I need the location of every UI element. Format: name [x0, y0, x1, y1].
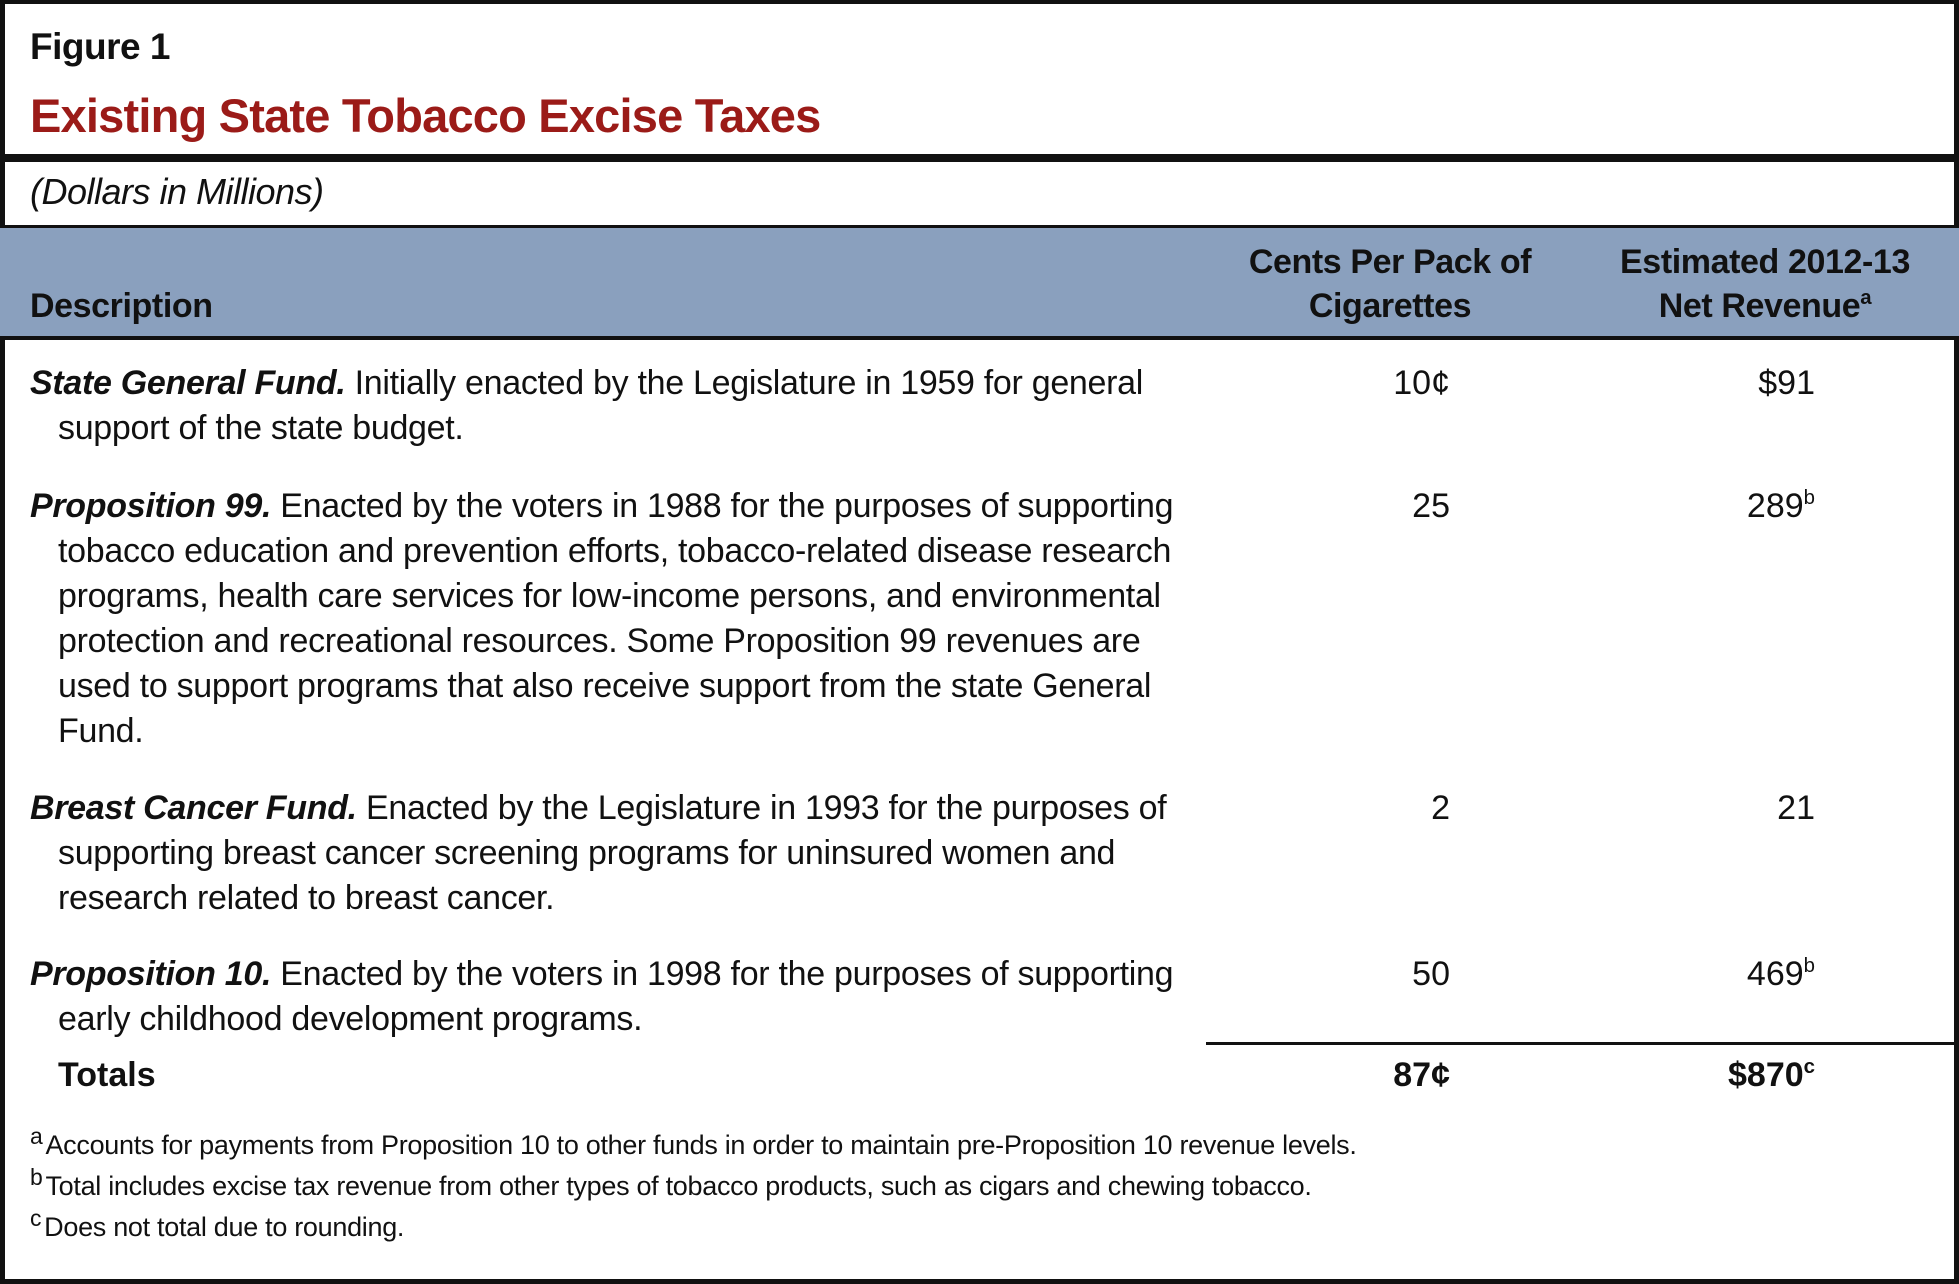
- row-name: State General Fund.: [30, 364, 346, 402]
- footnote-mark: b: [30, 1163, 43, 1190]
- cents-value: 10¢: [1393, 364, 1450, 402]
- table-row: Breast Cancer Fund. Enacted by the Legis…: [30, 786, 1180, 921]
- footnote-text: Accounts for payments from Proposition 1…: [45, 1130, 1357, 1160]
- totals-label: Totals: [58, 1056, 156, 1094]
- column-header-cents-line1: Cents Per Pack of: [1248, 243, 1532, 281]
- figure-title: Existing State Tobacco Excise Taxes: [30, 89, 821, 142]
- footnote: b Total includes excise tax revenue from …: [30, 1165, 1312, 1203]
- row-description: Initially enacted by the Legislature in …: [58, 364, 1144, 447]
- column-header-cents-line2: Cigarettes: [1308, 287, 1472, 325]
- column-header-revenue-line2: Net Revenuea: [1590, 284, 1940, 328]
- cents-value: 2: [1431, 789, 1450, 827]
- revenue-amount: 469: [1746, 955, 1804, 993]
- header-bottom-rule: [0, 336, 1959, 340]
- table-row: State General Fund. Initially enacted by…: [30, 361, 1180, 451]
- revenue-amount: 21: [1777, 789, 1815, 827]
- totals-cents: 87¢: [1393, 1056, 1450, 1094]
- figure-subtitle: (Dollars in Millions): [30, 171, 324, 212]
- revenue-amount: $91: [1758, 364, 1815, 402]
- totals-revenue: $870c: [1600, 1053, 1815, 1098]
- cents-value: 50: [1412, 955, 1450, 993]
- footnote-ref: a: [1860, 286, 1872, 309]
- totals-rule: [1206, 1042, 1959, 1045]
- title-divider: [0, 154, 1959, 162]
- column-header-description: Description: [30, 287, 213, 325]
- footnote-ref: b: [1803, 486, 1815, 509]
- footnote-mark: a: [30, 1122, 43, 1149]
- row-description: Enacted by the Legislature in 1993 for t…: [58, 789, 1167, 917]
- header-top-rule: [0, 225, 1959, 228]
- footnote-mark: c: [30, 1204, 42, 1231]
- footnote-text: Does not total due to rounding.: [44, 1212, 405, 1242]
- column-header-revenue: Estimated 2012-13 Net Revenuea: [1590, 240, 1940, 328]
- revenue-header-text: Net Revenue: [1658, 287, 1861, 325]
- revenue-value: $91: [1600, 361, 1815, 406]
- totals-revenue-amount: $870: [1728, 1056, 1804, 1094]
- revenue-value: 289b: [1600, 484, 1815, 529]
- revenue-amount: 289: [1746, 487, 1804, 525]
- row-description: Enacted by the voters in 1988 for the pu…: [58, 487, 1174, 750]
- revenue-value: 21: [1600, 786, 1815, 831]
- row-name: Breast Cancer Fund.: [30, 789, 357, 827]
- column-header-revenue-line1: Estimated 2012-13: [1620, 243, 1910, 281]
- footnote-ref: b: [1803, 954, 1815, 977]
- footnote: a Accounts for payments from Proposition …: [30, 1124, 1357, 1162]
- figure-label: Figure 1: [30, 26, 170, 67]
- row-name: Proposition 99.: [30, 487, 272, 525]
- revenue-value: 469b: [1600, 952, 1815, 997]
- row-name: Proposition 10.: [30, 955, 272, 993]
- footnote-ref: c: [1803, 1055, 1815, 1078]
- footnote: c Does not total due to rounding.: [30, 1206, 405, 1244]
- footnote-text: Total includes excise tax revenue from o…: [45, 1171, 1312, 1201]
- cents-value: 25: [1412, 487, 1450, 525]
- table-row: Proposition 10. Enacted by the voters in…: [30, 952, 1180, 1042]
- row-description: Enacted by the voters in 1998 for the pu…: [58, 955, 1174, 1038]
- column-header-cents: Cents Per Pack of Cigarettes: [1200, 240, 1580, 328]
- table-header: [0, 228, 1959, 336]
- table-row: Proposition 99. Enacted by the voters in…: [30, 484, 1180, 754]
